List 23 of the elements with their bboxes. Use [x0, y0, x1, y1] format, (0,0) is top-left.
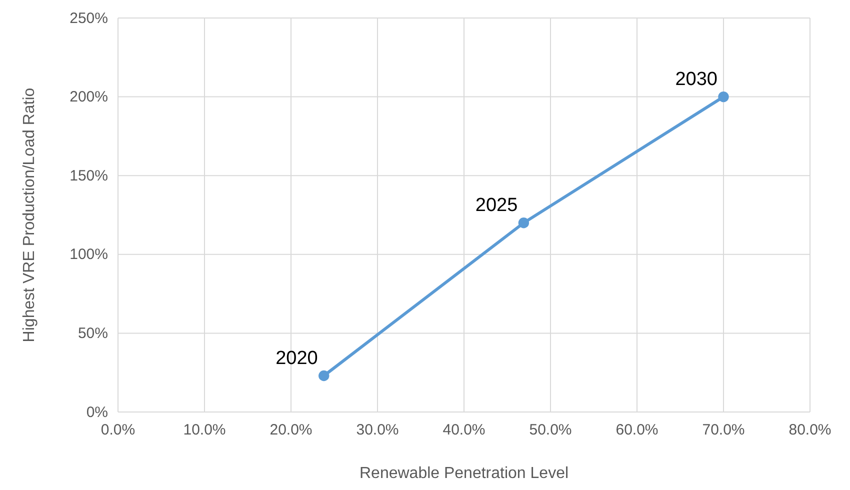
x-tick-label: 30.0% [356, 422, 399, 439]
y-tick-label: 150% [70, 167, 108, 184]
x-tick-label: 0.0% [100, 422, 136, 439]
x-tick-label: 70.0% [702, 422, 745, 439]
x-tick-label: 10.0% [183, 422, 226, 439]
x-axis-title: Renewable Penetration Level [359, 465, 569, 482]
y-tick-label: 250% [70, 10, 108, 27]
y-axis-title: Highest VRE Production/Load Ratio [21, 88, 38, 342]
point [718, 91, 729, 102]
x-tick-label: 40.0% [442, 422, 486, 439]
x-tick-label: 60.0% [616, 422, 658, 439]
x-tick-label: 50.0% [529, 422, 572, 439]
annotation: 2020 [276, 348, 318, 369]
x-tick-label: 20.0% [270, 422, 312, 439]
x-tick-label: 80.0% [788, 422, 832, 439]
y-tick-label: 50% [78, 325, 108, 342]
y-tick-label: 0% [86, 404, 108, 421]
annotation: 2030 [675, 68, 718, 90]
y-tick-label: 200% [70, 88, 108, 106]
point [518, 218, 530, 228]
annotation: 2025 [475, 194, 518, 216]
y-tick-label: 100% [70, 246, 108, 264]
point [318, 370, 330, 382]
